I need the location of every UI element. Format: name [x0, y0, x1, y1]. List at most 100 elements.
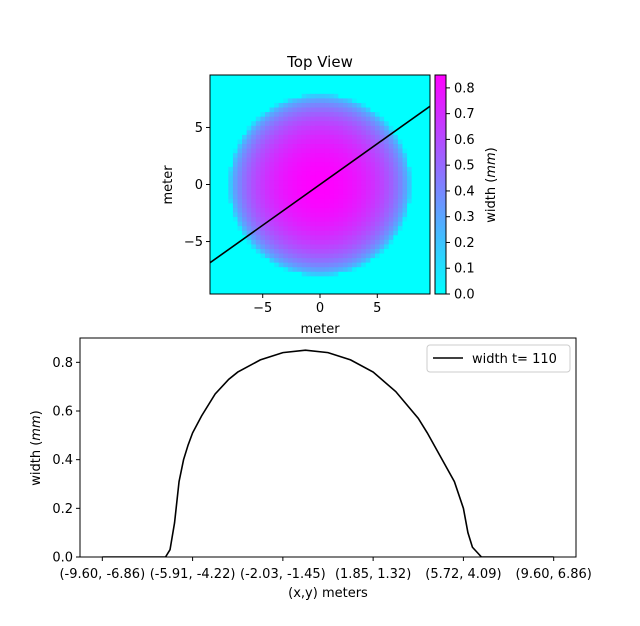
heatmap-cell [310, 221, 317, 227]
heatmap-cell [255, 102, 262, 108]
heatmap-cell [333, 166, 339, 172]
heatmap-cell [365, 230, 372, 236]
heatmap-cell [420, 280, 427, 286]
heatmap-cell [365, 106, 372, 113]
heatmap-cell [310, 239, 317, 245]
heatmap-cell [329, 207, 335, 213]
heatmap-cell [352, 152, 358, 158]
heatmap-cell [306, 271, 312, 277]
heatmap-cell [393, 138, 399, 145]
heatmap-cell [338, 152, 344, 158]
heatmap-cell [388, 266, 394, 272]
heatmap-cell [411, 262, 417, 268]
y-tick-label: 0.2 [52, 502, 73, 517]
heatmap-cell [301, 175, 307, 181]
heatmap-cell [393, 148, 399, 154]
heatmap-cell [370, 221, 376, 227]
heatmap-cell [292, 257, 298, 263]
heatmap-cell [278, 289, 284, 294]
heatmap-cell [411, 120, 417, 126]
heatmap-cell [356, 166, 362, 172]
heatmap-cell [361, 221, 367, 227]
heatmap-cell [407, 93, 413, 99]
heatmap-cell [251, 193, 257, 199]
heatmap-cell [407, 193, 413, 199]
heatmap-cell [338, 198, 344, 204]
heatmap-cell [297, 179, 303, 186]
heatmap-cell [397, 129, 404, 135]
heatmap-cell [278, 102, 284, 108]
heatmap-cell [283, 79, 289, 85]
heatmap-cell [384, 193, 390, 199]
heatmap-cell [278, 257, 284, 263]
heatmap-cell [315, 284, 321, 291]
heatmap-cell [246, 93, 252, 99]
heatmap-cell [320, 175, 326, 181]
heatmap-cell [283, 289, 289, 294]
heatmap-cell [301, 239, 307, 245]
heatmap-cell [301, 111, 307, 117]
heatmap-cell [246, 234, 252, 240]
heatmap-cell [416, 275, 422, 281]
heatmap-cell [283, 230, 289, 236]
heatmap-cell [274, 106, 280, 113]
heatmap-cell [223, 207, 229, 213]
heatmap-cell [297, 280, 303, 286]
heatmap-cell [251, 111, 257, 117]
heatmap-cell [232, 148, 239, 154]
heatmap-cell [324, 262, 330, 268]
heatmap-cell [310, 97, 317, 103]
heatmap-cell [320, 120, 326, 126]
heatmap-cell [365, 262, 372, 268]
heatmap-cell [223, 79, 229, 85]
heatmap-cell [416, 243, 422, 249]
heatmap-cell [416, 230, 422, 236]
heatmap-cell [375, 230, 381, 236]
heatmap-cell [375, 243, 381, 249]
heatmap-cell [260, 179, 266, 186]
heatmap-cell [274, 239, 280, 245]
heatmap-cell [338, 221, 344, 227]
heatmap-cell [379, 280, 385, 286]
heatmap-cell [388, 202, 394, 208]
heatmap-cell [214, 125, 220, 131]
heatmap-cell [232, 152, 239, 158]
heatmap-cell [320, 79, 326, 85]
heatmap-cell [324, 138, 330, 145]
heatmap-cell [297, 225, 303, 231]
heatmap-cell [315, 148, 321, 154]
heatmap-cell [260, 143, 266, 149]
heatmap-cell [420, 97, 427, 103]
heatmap-cell [379, 284, 385, 291]
heatmap-cell [237, 202, 243, 208]
heatmap-cell [310, 157, 317, 163]
heatmap-cell [397, 102, 404, 108]
heatmap-cell [416, 79, 422, 85]
heatmap-cell [310, 243, 317, 249]
heatmap-cell [210, 193, 216, 199]
heatmap-cell [214, 289, 220, 294]
heatmap-cell [352, 280, 358, 286]
heatmap-cell [333, 125, 339, 131]
heatmap-cell [210, 221, 216, 227]
heatmap-cell [425, 93, 430, 99]
heatmap-cell [333, 198, 339, 204]
heatmap-cell [402, 93, 408, 99]
heatmap-cell [342, 198, 349, 204]
heatmap-cell [356, 148, 362, 154]
heatmap-cell [219, 75, 225, 81]
heatmap-cell [411, 125, 417, 131]
heatmap-cell [260, 207, 266, 213]
heatmap-cell [274, 225, 280, 231]
heatmap-cell [365, 257, 372, 263]
heatmap-cell [255, 257, 262, 263]
heatmap-cell [411, 157, 417, 163]
heatmap-cell [292, 84, 298, 90]
heatmap-cell [237, 152, 243, 158]
heatmap-cell [416, 262, 422, 268]
heatmap-cell [310, 120, 317, 126]
heatmap-cell [407, 202, 413, 208]
heatmap-cell [333, 88, 339, 94]
heatmap-cell [397, 93, 404, 99]
heatmap-cell [255, 252, 262, 259]
